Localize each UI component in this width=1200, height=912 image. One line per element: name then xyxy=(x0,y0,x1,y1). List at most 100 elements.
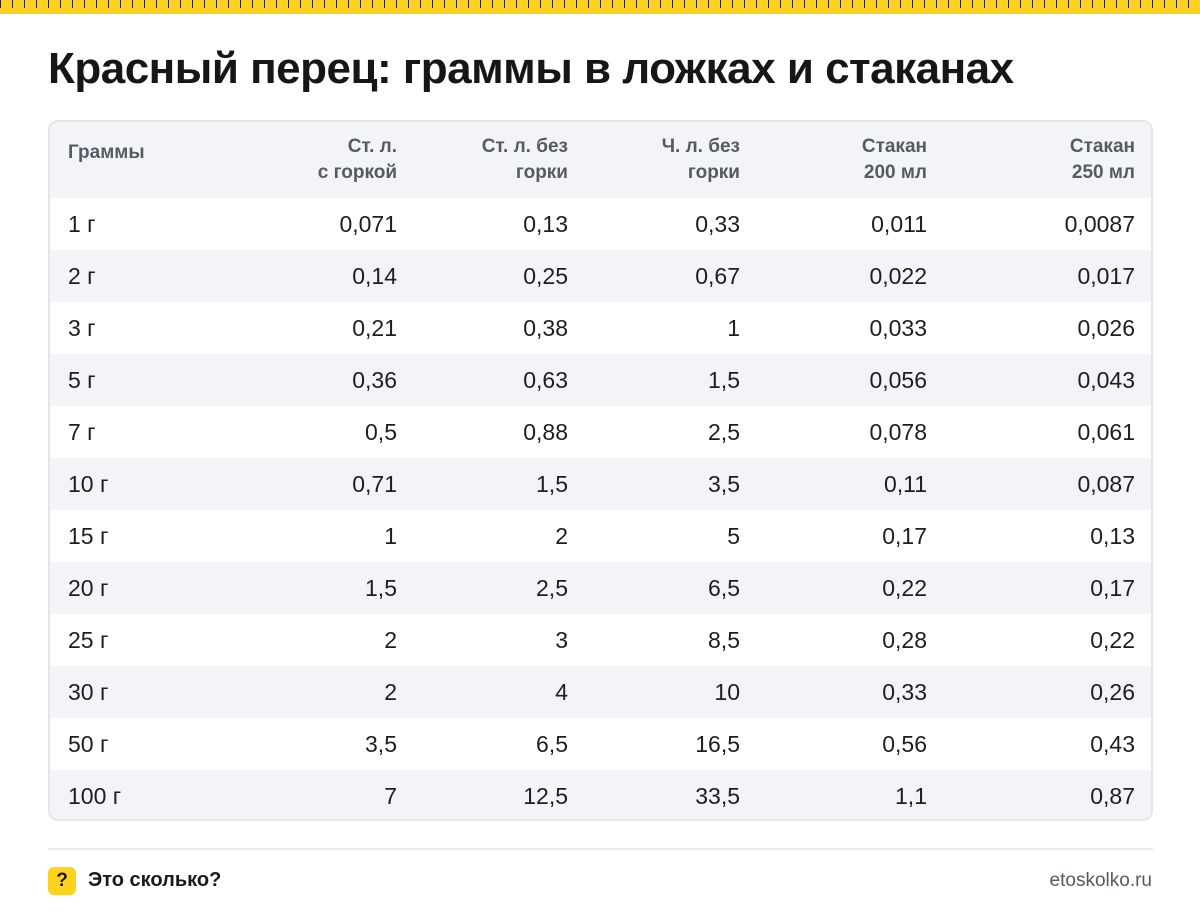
row-value-cell: 2,5 xyxy=(415,562,586,614)
row-grams-cell: 20 г xyxy=(50,562,240,614)
header-cup-200: Стакан 200 мл xyxy=(758,122,945,198)
header-grams: Граммы xyxy=(50,122,240,198)
row-value-cell: 0,071 xyxy=(339,210,397,237)
row-grams-cell: 25 г xyxy=(68,626,109,653)
row-value-cell: 0,022 xyxy=(758,250,945,302)
brand-name: Это сколько? xyxy=(88,869,222,891)
ruler-strip xyxy=(0,0,1200,14)
row-value-cell: 0,22 xyxy=(1090,626,1135,653)
row-value-cell: 0,078 xyxy=(869,418,927,445)
row-value-cell: 0,33 xyxy=(695,210,740,237)
table-row: 20 г 1,5 2,5 6,5 0,22 0,17 xyxy=(50,562,1151,614)
row-value-cell: 0,061 xyxy=(1077,418,1135,445)
row-value-cell: 0,033 xyxy=(869,314,927,341)
row-value-cell: 0,33 xyxy=(758,666,945,718)
row-value-cell: 12,5 xyxy=(415,770,586,819)
row-value-cell: 6,5 xyxy=(536,730,568,757)
table-row: 15 г 1 2 5 0,17 0,13 xyxy=(50,510,1151,562)
row-value-cell: 1,5 xyxy=(586,354,758,406)
row-value-cell: 3,5 xyxy=(586,458,758,510)
row-grams-cell: 30 г xyxy=(50,666,240,718)
row-value-cell: 1,1 xyxy=(758,770,945,819)
row-value-cell: 0,25 xyxy=(415,250,586,302)
footer-divider xyxy=(48,848,1153,850)
table-row: 7 г 0,5 0,88 2,5 0,078 0,061 xyxy=(50,406,1151,458)
table-row: 5 г 0,36 0,63 1,5 0,056 0,043 xyxy=(50,354,1151,406)
row-grams-cell: 7 г xyxy=(68,418,96,445)
row-grams-cell: 50 г xyxy=(68,730,109,757)
row-value-cell: 3,5 xyxy=(365,730,397,757)
row-value-cell: 1 xyxy=(727,314,740,341)
table-row: 3 г 0,21 0,38 1 0,033 0,026 xyxy=(50,302,1151,354)
conversion-table-container: Граммы Ст. л. с горкой Ст. л. без горки … xyxy=(48,120,1153,821)
header-tbsp-level: Ст. л. без горки xyxy=(415,122,586,198)
row-grams-cell: 3 г xyxy=(68,314,96,341)
row-grams-cell: 100 г xyxy=(50,770,240,819)
row-grams-cell: 10 г xyxy=(50,458,240,510)
row-value-cell: 0,026 xyxy=(1077,314,1135,341)
table-row: 100 г 7 12,5 33,5 1,1 0,87 xyxy=(50,770,1151,819)
row-value-cell: 0,13 xyxy=(523,210,568,237)
table-row: 25 г 2 3 8,5 0,28 0,22 xyxy=(50,614,1151,666)
header-row: Граммы Ст. л. с горкой Ст. л. без горки … xyxy=(50,122,1151,198)
row-value-cell: 7 xyxy=(240,770,415,819)
row-value-cell: 0,087 xyxy=(945,458,1151,510)
table-row: 10 г 0,71 1,5 3,5 0,11 0,087 xyxy=(50,458,1151,510)
row-value-cell: 0,26 xyxy=(945,666,1151,718)
page-title: Красный перец: граммы в ложках и стакана… xyxy=(48,44,1014,93)
header-cup-250: Стакан 250 мл xyxy=(945,122,1151,198)
row-value-cell: 2,5 xyxy=(708,418,740,445)
row-grams-cell: 1 г xyxy=(68,210,96,237)
row-value-cell: 16,5 xyxy=(695,730,740,757)
row-value-cell: 0,21 xyxy=(352,314,397,341)
row-grams-cell: 2 г xyxy=(50,250,240,302)
row-value-cell: 0,17 xyxy=(882,522,927,549)
table-row: 30 г 2 4 10 0,33 0,26 xyxy=(50,666,1151,718)
table-row: 1 г 0,071 0,13 0,33 0,011 0,0087 xyxy=(50,198,1151,250)
row-value-cell: 0,71 xyxy=(240,458,415,510)
row-value-cell: 6,5 xyxy=(586,562,758,614)
row-value-cell: 0,67 xyxy=(586,250,758,302)
row-value-cell: 0,11 xyxy=(758,458,945,510)
row-value-cell: 2 xyxy=(240,666,415,718)
table-row: 2 г 0,14 0,25 0,67 0,022 0,017 xyxy=(50,250,1151,302)
table-header: Граммы Ст. л. с горкой Ст. л. без горки … xyxy=(50,122,1151,198)
row-value-cell: 3 xyxy=(555,626,568,653)
row-value-cell: 0,28 xyxy=(882,626,927,653)
row-value-cell: 0,011 xyxy=(871,210,927,237)
row-value-cell: 0,22 xyxy=(758,562,945,614)
row-value-cell: 1,5 xyxy=(240,562,415,614)
row-value-cell: 0,56 xyxy=(882,730,927,757)
row-value-cell: 0,43 xyxy=(1090,730,1135,757)
conversion-table: Граммы Ст. л. с горкой Ст. л. без горки … xyxy=(50,122,1151,819)
row-value-cell: 0,043 xyxy=(945,354,1151,406)
row-value-cell: 0,87 xyxy=(945,770,1151,819)
question-badge-icon: ? xyxy=(48,867,76,895)
row-value-cell: 1 xyxy=(384,522,397,549)
row-value-cell: 8,5 xyxy=(708,626,740,653)
row-value-cell: 0,13 xyxy=(1090,522,1135,549)
table-row: 50 г 3,5 6,5 16,5 0,56 0,43 xyxy=(50,718,1151,770)
row-value-cell: 4 xyxy=(415,666,586,718)
row-value-cell: 1,5 xyxy=(415,458,586,510)
row-value-cell: 0,017 xyxy=(945,250,1151,302)
header-tbsp-heaped: Ст. л. с горкой xyxy=(240,122,415,198)
row-value-cell: 5 xyxy=(727,522,740,549)
row-value-cell: 0,36 xyxy=(240,354,415,406)
row-value-cell: 33,5 xyxy=(586,770,758,819)
row-value-cell: 0,38 xyxy=(523,314,568,341)
row-value-cell: 0,0087 xyxy=(1064,210,1135,237)
row-value-cell: 0,14 xyxy=(240,250,415,302)
row-value-cell: 0,5 xyxy=(365,418,397,445)
row-value-cell: 2 xyxy=(555,522,568,549)
row-value-cell: 0,17 xyxy=(945,562,1151,614)
row-grams-cell: 15 г xyxy=(68,522,109,549)
row-value-cell: 10 xyxy=(586,666,758,718)
row-value-cell: 0,88 xyxy=(523,418,568,445)
row-value-cell: 2 xyxy=(384,626,397,653)
row-value-cell: 0,63 xyxy=(415,354,586,406)
header-tsp-level: Ч. л. без горки xyxy=(586,122,758,198)
row-value-cell: 0,056 xyxy=(758,354,945,406)
table-body: 1 г 0,071 0,13 0,33 0,011 0,0087 2 г 0,14 0,25 0,… xyxy=(50,198,1151,819)
row-grams-cell: 5 г xyxy=(50,354,240,406)
